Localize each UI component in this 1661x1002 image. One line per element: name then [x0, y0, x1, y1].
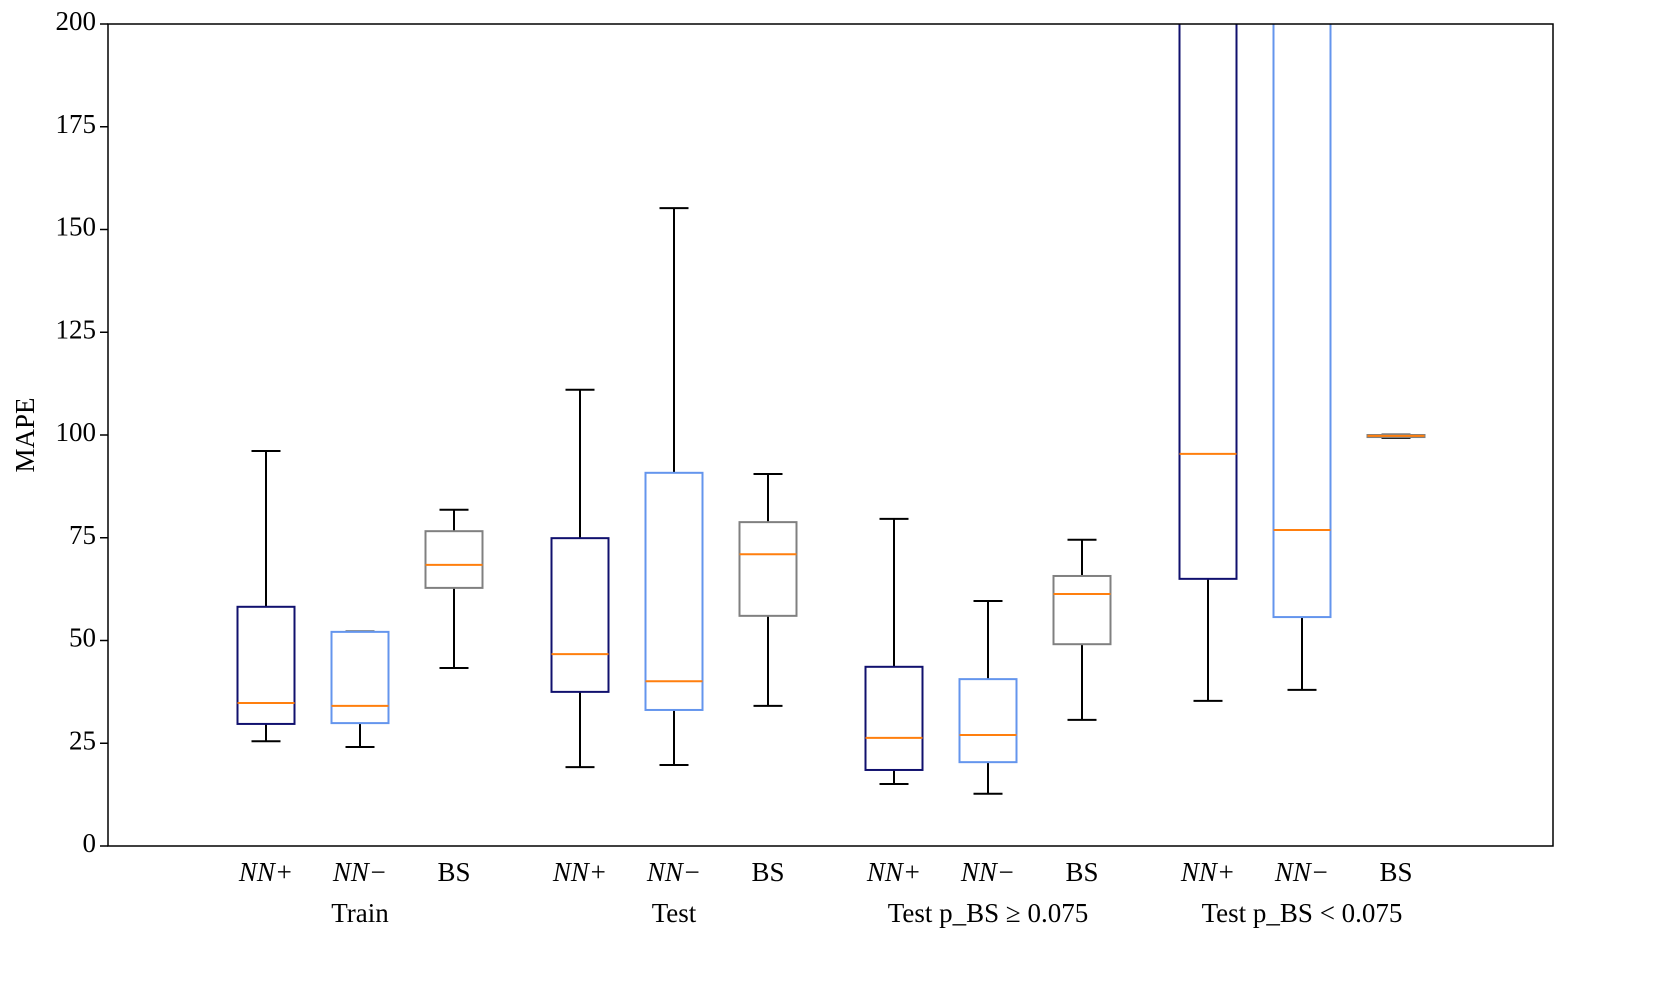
y-tick-label: 0: [83, 828, 97, 858]
box: [236, 605, 296, 725]
group-label: Test p_BS < 0.075: [1202, 898, 1403, 928]
x-tick-label: NN−: [960, 857, 1015, 887]
y-tick-label: 100: [56, 417, 97, 447]
plot-frame: [107, 23, 1554, 847]
y-tick-label: 125: [56, 314, 97, 344]
box: [864, 665, 924, 771]
box: [330, 630, 390, 725]
y-tick-label: 50: [69, 623, 96, 653]
x-tick-label: NN−: [1274, 857, 1329, 887]
y-tick-label: 75: [69, 520, 96, 550]
x-tick-label: BS: [437, 857, 470, 887]
x-tick-label: NN+: [1180, 857, 1235, 887]
y-tick-label: 25: [69, 725, 96, 755]
x-tick-label: NN+: [238, 857, 293, 887]
x-tick-label: NN+: [552, 857, 607, 887]
y-tick-label: 175: [56, 109, 97, 139]
box: [738, 521, 798, 617]
x-tick-label: BS: [751, 857, 784, 887]
box: [644, 471, 704, 711]
group-label: Test: [652, 898, 697, 928]
group-label: Test p_BS ≥ 0.075: [888, 898, 1088, 928]
box: [1178, 24, 1238, 580]
box: [1052, 574, 1112, 646]
box: [424, 530, 484, 589]
group-label: Train: [331, 898, 389, 928]
y-axis-label: MAPE: [10, 397, 40, 472]
x-tick-label: BS: [1379, 857, 1412, 887]
x-tick-label: BS: [1065, 857, 1098, 887]
x-tick-label: NN−: [646, 857, 701, 887]
x-tick-label: NN−: [332, 857, 387, 887]
x-tick-label: NN+: [866, 857, 921, 887]
box: [958, 678, 1018, 764]
plot-area: [236, 24, 1426, 795]
y-tick-label: 150: [56, 212, 97, 242]
y-tick-label: 200: [56, 6, 97, 36]
box: [550, 537, 610, 693]
box: [1272, 24, 1332, 619]
